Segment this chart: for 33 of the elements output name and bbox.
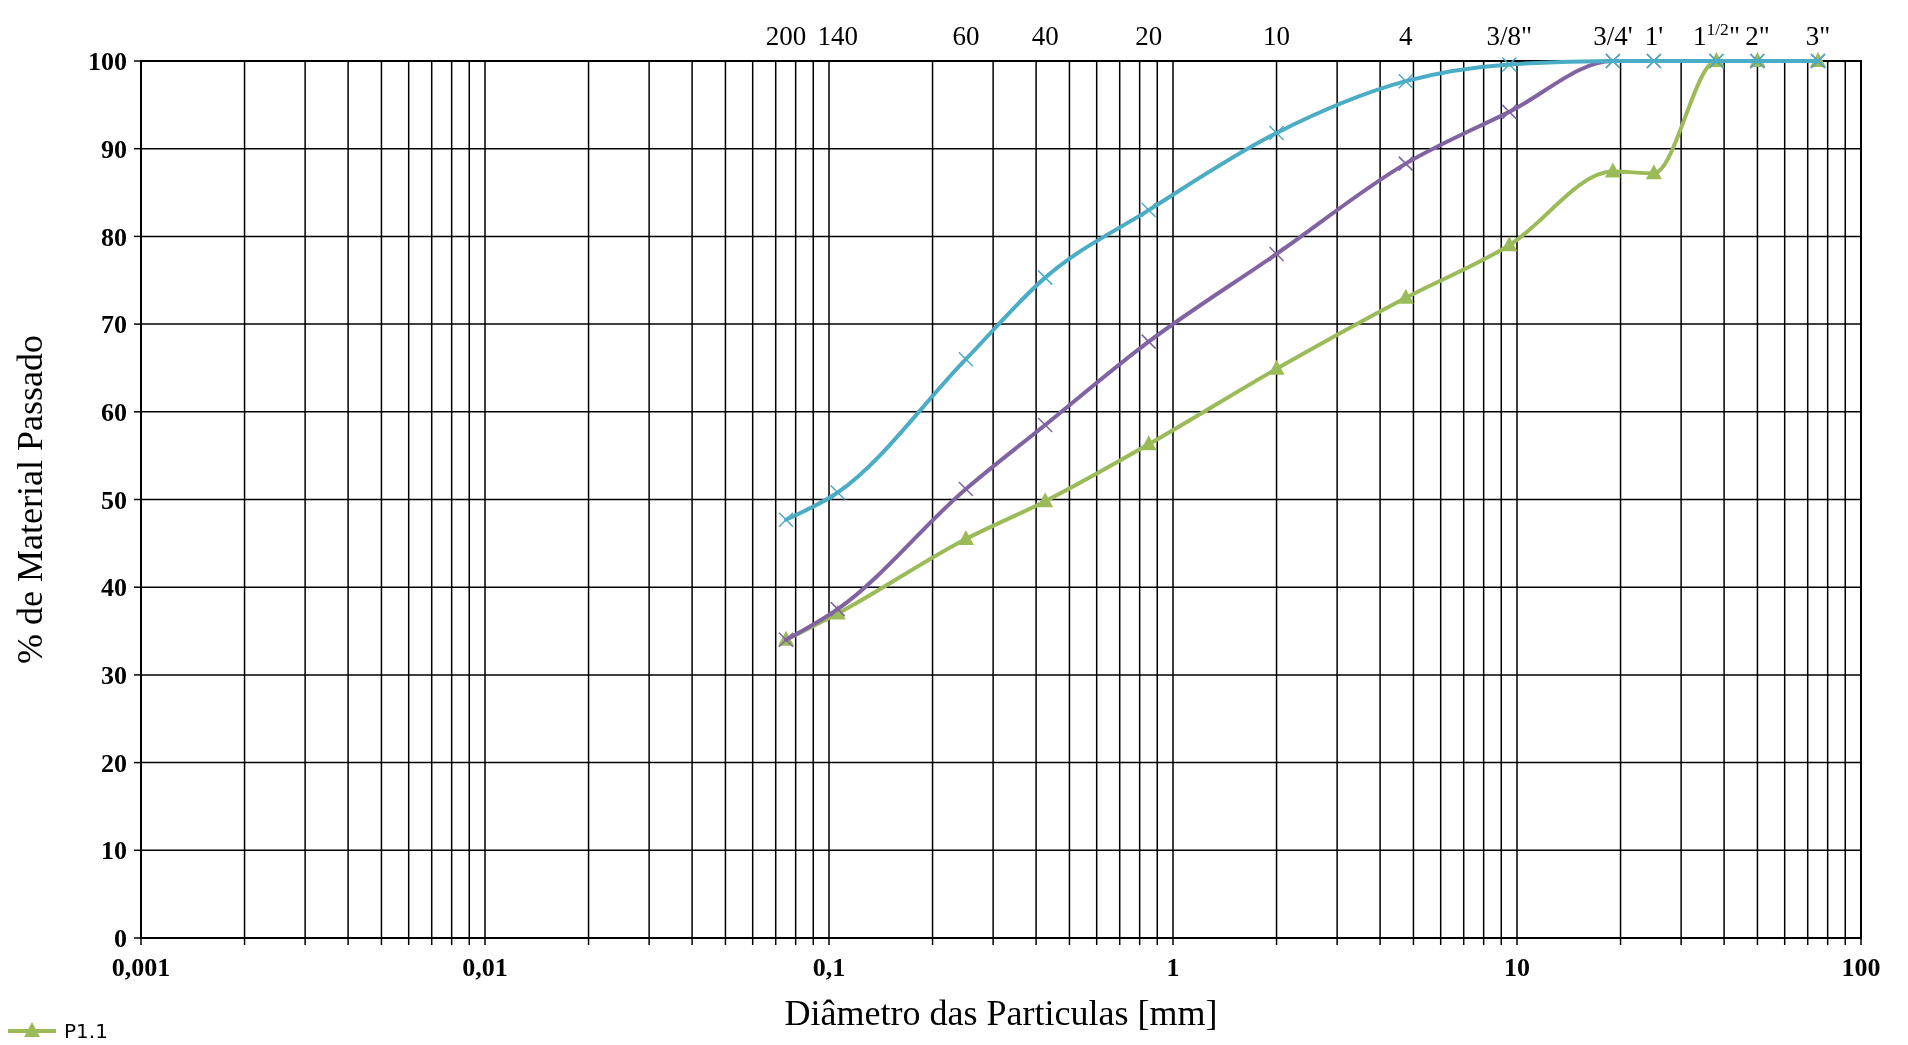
text: 3" [1805,21,1831,51]
text: 200 [765,21,807,51]
y-tick-label: 0 [114,924,127,954]
text: 140 [817,21,858,51]
y-tick-label: 10 [101,836,127,866]
text: 3/4' [1593,21,1633,51]
x-tick-label: 0,001 [111,953,171,982]
text: 10 [1263,21,1291,51]
x-tick-label: 10 [1504,953,1530,982]
text: 40 [1031,21,1059,51]
y-tick-label: 70 [101,310,127,340]
y-tick-label: 90 [101,134,127,164]
text: 1$^{1/2}$" [1692,19,1740,51]
y-tick-label: 80 [101,222,127,252]
y-axis-title: % de Material Passado [10,335,50,664]
x-tick-label: 1 [1166,953,1180,982]
x-axis-title: Diâmetro das Particulas [mm] [784,993,1218,1033]
y-tick-label: 20 [101,748,127,778]
y-tick-label: 60 [101,397,127,427]
text: 2" [1745,21,1770,51]
legend-label: P1.1 [64,1019,108,1043]
y-tick-label: 30 [101,661,127,690]
text: 3/8" [1486,21,1533,51]
text: 60 [952,21,980,51]
x-tick-label: 100 [1841,953,1881,982]
y-tick-label: 40 [101,573,127,603]
y-tick-label: 100 [88,47,127,77]
x-tick-label: 0,01 [462,953,508,982]
x-tick-label: 0,1 [812,953,846,982]
text: 1' [1644,21,1664,51]
text: 20 [1135,21,1163,51]
text: 4 [1399,21,1414,51]
y-tick-label: 50 [101,485,127,515]
